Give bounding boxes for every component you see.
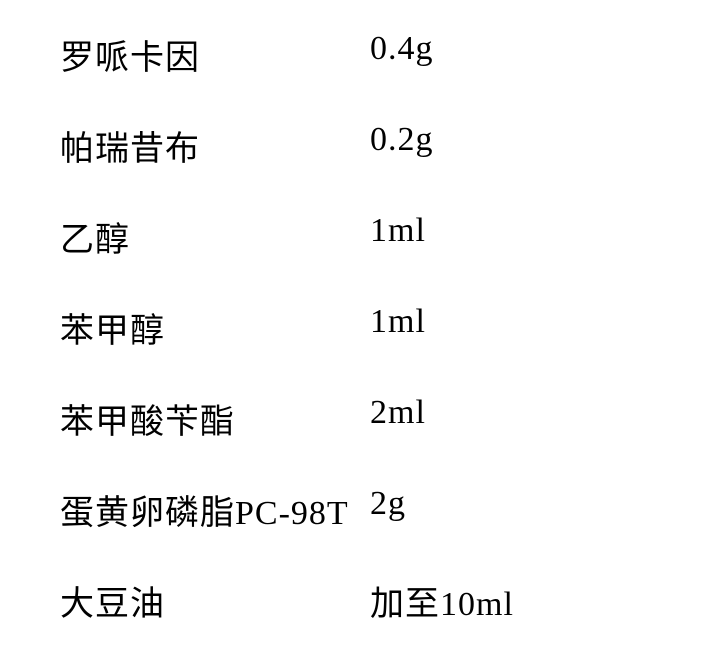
amount-value: 1ml (370, 212, 426, 261)
amount-value: 1ml (370, 303, 426, 352)
ingredient-label: 蛋黄卵磷脂PC-98T (60, 485, 370, 534)
ingredient-label: 帕瑞昔布 (60, 121, 370, 170)
table-row: 罗哌卡因 0.4g (60, 30, 652, 79)
amount-value: 加至10ml (370, 576, 514, 625)
ingredient-label: 罗哌卡因 (60, 30, 370, 79)
ingredient-label: 乙醇 (60, 212, 370, 261)
amount-value: 2ml (370, 394, 426, 443)
table-row: 大豆油 加至10ml (60, 576, 652, 625)
ingredient-label: 苯甲醇 (60, 303, 370, 352)
ingredient-label: 大豆油 (60, 576, 370, 625)
amount-value: 2g (370, 485, 406, 534)
table-row: 乙醇 1ml (60, 212, 652, 261)
table-row: 蛋黄卵磷脂PC-98T 2g (60, 485, 652, 534)
amount-value: 0.4g (370, 30, 434, 79)
table-row: 帕瑞昔布 0.2g (60, 121, 652, 170)
table-row: 苯甲醇 1ml (60, 303, 652, 352)
amount-value: 0.2g (370, 121, 434, 170)
table-row: 苯甲酸苄酯 2ml (60, 394, 652, 443)
ingredient-label: 苯甲酸苄酯 (60, 394, 370, 443)
